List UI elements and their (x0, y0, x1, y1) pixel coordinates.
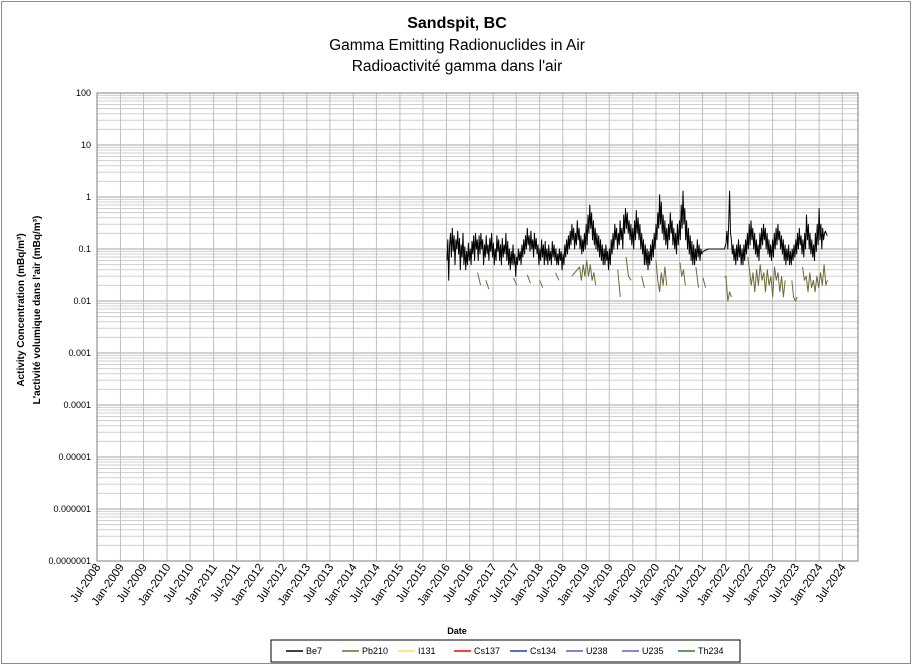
legend-label-be7: Be7 (306, 646, 322, 656)
plot-area (96, 92, 859, 562)
legend-label-cs137: Cs137 (474, 646, 500, 656)
legend-label-i131: I131 (418, 646, 436, 656)
series-layer (446, 190, 828, 302)
y-tick-label: 100 (76, 88, 91, 98)
series-line-pb210 (477, 257, 828, 302)
y-tick-label: 0.1 (78, 244, 91, 254)
y-tick-label: 0.0000001 (48, 556, 91, 566)
y-tick-label: 0.01 (73, 296, 91, 306)
y-axis-label-en: Activity Concentration (mBq/m³) (16, 233, 27, 386)
grid-lines (96, 93, 858, 562)
y-tick-label: 1 (86, 192, 91, 202)
y-tick-label: 0.00001 (58, 452, 91, 462)
series-line-be7 (446, 190, 828, 281)
chart-subtitle-en: Gamma Emitting Radionuclides in Air (329, 37, 585, 54)
legend-label-th234: Th234 (698, 646, 724, 656)
legend: Be7 Pb210 I131 Cs137 Cs134 U238 U235 Th234 (286, 646, 724, 656)
x-axis-label: Date (447, 626, 467, 636)
chart-subtitle-fr: Radioactivité gamma dans l'air (352, 58, 563, 75)
legend-label-cs134: Cs134 (530, 646, 556, 656)
y-tick-label: 0.0001 (63, 400, 91, 410)
x-tick-labels: Jul-2008Jan-2009Jul-2009Jan-2010Jul-2010… (68, 561, 849, 608)
chart-title: Sandspit, BC (407, 15, 507, 32)
legend-label-u235: U235 (642, 646, 664, 656)
y-axis-label-fr: L'activité volumique dans l'air (mBq/m³) (32, 216, 43, 405)
legend-box (270, 639, 741, 663)
legend-label-u238: U238 (586, 646, 608, 656)
y-tick-label: 0.001 (68, 348, 91, 358)
y-tick-label: 0.000001 (53, 504, 91, 514)
y-tick-label: 10 (81, 140, 91, 150)
y-tick-labels: 100 10 1 0.1 0.01 0.001 0.0001 0.00001 0.000001 0… (48, 88, 91, 566)
legend-label-pb210: Pb210 (362, 646, 388, 656)
